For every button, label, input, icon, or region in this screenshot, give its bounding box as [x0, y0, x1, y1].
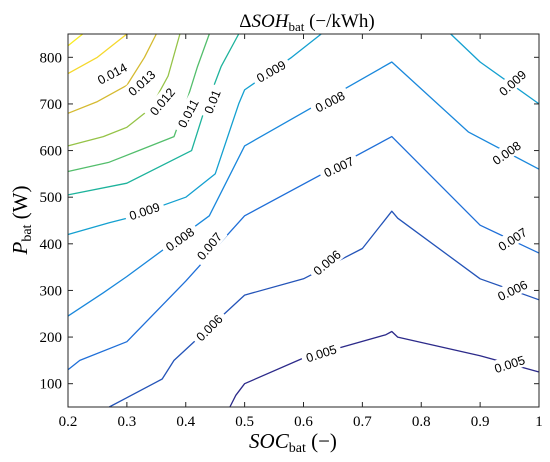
x-axis-ticks: 0.2 0.3 0.4 0.5 0.6 0.7 0.8 0.9 1	[59, 34, 543, 430]
contour-label-bg	[306, 243, 347, 281]
contour-line-0.01-0	[67, 33, 240, 196]
y-tick-label: 300	[40, 283, 63, 299]
y-tick-label: 800	[40, 50, 63, 66]
y-axis-label: Pbat (W)	[8, 185, 35, 255]
contour-label-bg	[190, 225, 228, 266]
x-tick-label: 0.6	[294, 414, 313, 430]
contour-label-12: 0.007	[317, 151, 360, 182]
contour-label-6: 0.009	[249, 54, 292, 88]
contour-label-bg	[308, 85, 351, 117]
contour-line-0.008-0	[67, 61, 540, 317]
y-tick-label: 500	[40, 190, 63, 206]
contour-label-text: 0.005	[493, 353, 527, 376]
chart-title: ΔSOHbat (−/kWh)	[239, 11, 374, 34]
contour-label-bg	[317, 151, 360, 182]
y-tick-label: 700	[40, 97, 63, 113]
x-tick-label: 0.7	[353, 414, 372, 430]
x-tick-label: 0.2	[59, 414, 78, 430]
contour-label-18: 0.005	[488, 350, 531, 377]
contour-label-bg	[198, 83, 225, 120]
x-tick-label: 1	[535, 414, 543, 430]
contour-line-0.012-0	[67, 33, 181, 147]
contour-label-bg	[189, 307, 229, 347]
y-tick-label: 100	[40, 377, 63, 393]
contour-label-7: 0.009	[492, 63, 533, 102]
contour-label-10: 0.008	[485, 134, 527, 171]
contour-label-text: 0.005	[304, 342, 338, 365]
x-tick-label: 0.9	[471, 414, 490, 430]
contour-line-0.006-0	[108, 210, 540, 408]
contour-label-13: 0.007	[491, 221, 534, 256]
contour-label-bg	[143, 81, 181, 122]
contour-label-5: 0.009	[123, 197, 166, 225]
contour-line-0.014-0	[67, 33, 128, 75]
contour-label-bg	[123, 197, 166, 225]
contour-label-bg	[492, 63, 533, 102]
x-tick-label: 0.8	[412, 414, 431, 430]
contour-label-bg	[171, 91, 204, 135]
contour-line-0.011-0	[67, 33, 210, 173]
contour-label-bg	[491, 221, 534, 256]
contour-label-15: 0.006	[306, 243, 347, 281]
contour-label-bg	[488, 350, 531, 377]
contour-label-bg	[491, 274, 534, 306]
contour-label-9: 0.008	[308, 85, 351, 117]
contour-label-bg	[158, 221, 201, 257]
contour-label-8: 0.008	[158, 221, 201, 257]
y-tick-label: 600	[40, 144, 63, 160]
contour-line-0.005-0	[229, 330, 540, 408]
contour-label-text: 0.009	[128, 200, 162, 223]
contour-label-bg	[121, 63, 162, 102]
y-tick-label: 200	[40, 330, 63, 346]
contour-line-0.009-1	[450, 33, 540, 105]
contour-label-text: 0.01	[202, 88, 224, 116]
y-tick-label: 400	[40, 237, 63, 253]
contour-label-bg	[485, 134, 527, 171]
contour-line-0.013-0	[67, 33, 157, 114]
x-tick-label: 0.3	[118, 414, 137, 430]
contour-line-0.007-0	[67, 135, 540, 371]
contour-label-14: 0.006	[189, 307, 229, 347]
contour-label-bg	[249, 54, 292, 88]
x-tick-label: 0.5	[235, 414, 254, 430]
x-tick-label: 0.4	[176, 414, 195, 430]
contour-label-bg	[299, 339, 343, 367]
x-axis-label: SOCbat (−)	[249, 429, 337, 456]
contour-line-top-0	[67, 33, 84, 47]
y-axis-ticks: 100 200 300 400 500 600 700 800	[40, 50, 539, 393]
contour-label-4: 0.01	[198, 83, 225, 120]
contour-label-bg	[90, 57, 134, 90]
contour-label-16: 0.006	[491, 274, 534, 306]
contour-label-17: 0.005	[299, 339, 343, 367]
